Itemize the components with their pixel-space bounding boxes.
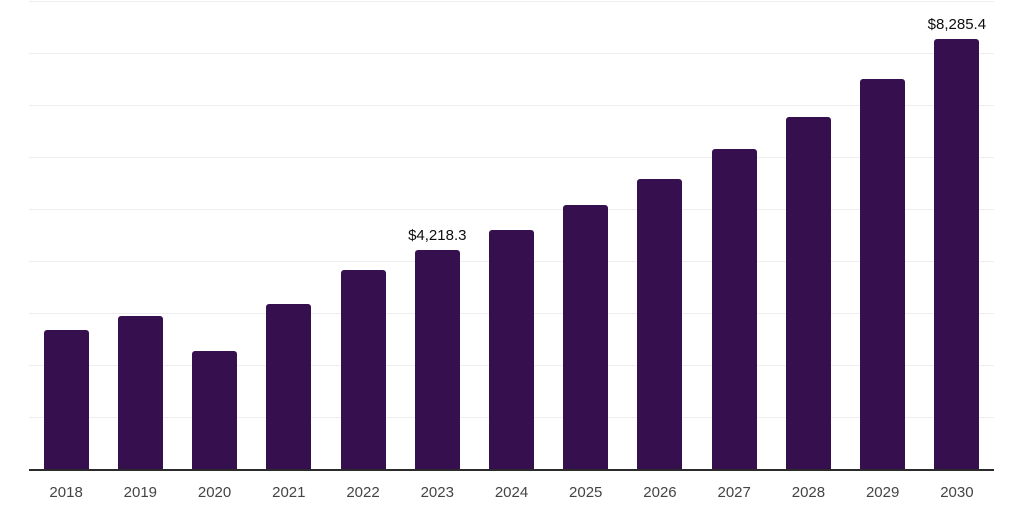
x-tick-2021: 2021 [272, 484, 306, 501]
gridline-8000 [29, 52, 994, 54]
x-tick-2029: 2029 [865, 484, 900, 501]
x-tick-2018: 2018 [49, 484, 83, 501]
gridline-7000 [29, 104, 994, 106]
bar-2030[interactable] [934, 38, 980, 470]
bar-2024[interactable] [489, 229, 534, 470]
bar-2025[interactable] [563, 205, 609, 470]
gridline-9000 [29, 0, 994, 2]
x-tick-2023: 2023 [420, 484, 454, 501]
x-tick-2028: 2028 [791, 484, 826, 501]
x-tick-2020: 2020 [197, 484, 232, 501]
bar-2021[interactable] [266, 304, 312, 470]
x-tick-2024: 2024 [494, 484, 529, 501]
gridline-6000 [29, 156, 994, 158]
x-tick-2026: 2026 [643, 484, 677, 501]
x-tick-2027: 2027 [717, 484, 751, 501]
gridline-5000 [29, 208, 994, 210]
plot-area: $4,218.3 $8,285.4 [29, 0, 994, 471]
bar-2029[interactable] [860, 79, 906, 470]
bar-2027[interactable] [711, 148, 757, 470]
x-tick-2019: 2019 [123, 484, 158, 501]
data-label-2030: $8,285.4 [927, 15, 987, 33]
bar-2020[interactable] [192, 350, 238, 470]
bar-2023[interactable] [414, 250, 460, 470]
bar-2022[interactable] [340, 269, 386, 470]
bar-2026[interactable] [637, 178, 683, 470]
x-axis-line [29, 469, 994, 471]
bar-2019[interactable] [117, 316, 163, 470]
bar-2018[interactable] [43, 329, 89, 470]
data-label-2023: $4,218.3 [408, 227, 467, 245]
x-tick-2025: 2025 [569, 484, 603, 501]
bar-2028[interactable] [785, 116, 831, 470]
x-tick-2030: 2030 [940, 484, 974, 501]
x-tick-2022: 2022 [346, 484, 380, 501]
